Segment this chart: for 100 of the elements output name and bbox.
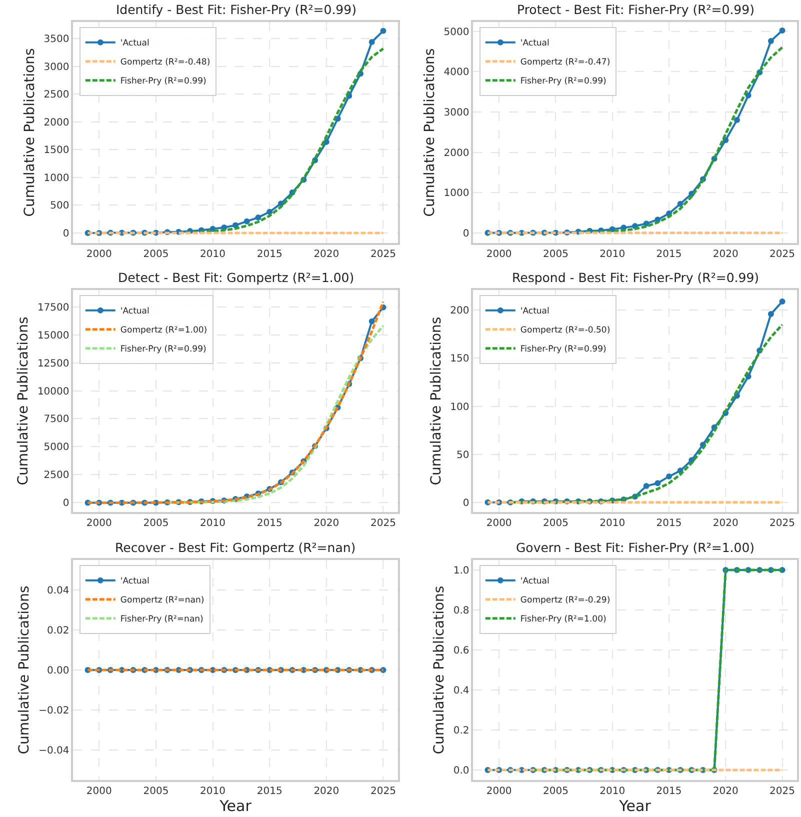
x-tick-label: 2020 [314,248,340,260]
y-tick-label: 150 [450,354,470,365]
y-tick-label: 0 [462,228,470,240]
y-axis-title: Cumulative Publications [431,586,448,754]
x-tick-label: 2025 [770,786,795,797]
x-tick-label: 2025 [770,248,795,260]
point [368,318,375,324]
x-axis-title: Year [218,796,252,815]
point [768,311,774,318]
y-tick-label: 2500 [44,90,70,101]
x-tick-label: 2010 [200,248,226,260]
x-tick-label: 2005 [542,248,568,260]
x-tick-label: 2010 [600,248,626,260]
y-tick-label: 5000 [44,442,70,454]
point [643,483,650,490]
y-tick-label: 0 [62,498,70,510]
x-tick-label: 2010 [200,786,226,797]
x-tick-label: 2000 [486,248,512,260]
x-tick-label: 2015 [256,518,282,529]
legend-label: 'Actual [520,576,550,587]
y-axis-title: Cumulative Publications [22,48,38,217]
chart-title: Identify - Best Fit: Fisher-Pry (R²=0.99) [116,2,356,17]
x-tick-label: 2005 [143,518,169,529]
x-tick-label: 2000 [486,518,512,529]
point [368,38,375,45]
y-tick-label: 0.04 [46,586,70,596]
y-tick-label: −0.04 [38,746,70,756]
y-tick-label: 200 [450,306,470,317]
y-tick-label: 5000 [444,26,470,38]
point [380,28,386,34]
x-tick-label: 2000 [86,786,112,797]
y-tick-label: 7500 [44,414,70,426]
legend-label: Gompertz (R²=-0.50) [520,326,610,336]
x-tick-label: 2005 [542,518,568,529]
point [779,27,786,34]
x-axis-title: Year [618,796,652,815]
legend-label: 'Actual [120,38,150,49]
point [266,208,273,215]
y-tick-label: 2000 [44,117,70,128]
y-tick-label: 10000 [37,386,70,398]
legend-label: Fisher-Pry (R²=0.99) [520,76,606,87]
y-tick-label: 0.8 [453,606,470,616]
y-tick-label: 17500 [37,302,70,314]
legend-label: Gompertz (R²=nan) [120,596,204,606]
point [666,473,672,480]
y-tick-label: 3000 [444,107,470,118]
chart-title: Protect - Best Fit: Fisher-Pry (R²=0.99) [517,2,754,17]
y-tick-label: 50 [456,450,470,461]
y-tick-label: 500 [50,200,70,212]
y-tick-label: 0.6 [453,646,470,656]
point [734,117,740,123]
x-tick-label: 2015 [656,248,682,260]
x-tick-label: 2020 [712,248,738,260]
y-tick-label: 15000 [37,330,70,342]
y-tick-label: 0.00 [46,666,70,676]
y-tick-label: 1000 [444,188,470,200]
x-tick-label: 2005 [143,786,169,797]
y-tick-label: 3000 [44,62,70,73]
point [768,38,774,44]
y-tick-label: 0.0 [453,766,470,776]
y-tick-label: 0 [462,498,470,509]
x-tick-label: 2015 [656,786,682,797]
chart-title: Recover - Best Fit: Gompertz (R²=nan) [115,540,356,555]
line-series [166,324,384,504]
y-tick-label: 0.02 [46,626,70,636]
x-tick-label: 2010 [600,518,626,529]
y-axis-title: Cumulative Publications [16,316,32,486]
x-tick-label: 2010 [600,786,626,797]
chart-title: Govern - Best Fit: Fisher-Pry (R²=1.00) [516,540,755,555]
legend-label: Fisher-Pry (R²=0.99) [520,344,606,355]
legend-label: 'Actual [520,306,550,317]
point [745,92,752,98]
y-tick-label: 1500 [44,145,70,156]
x-tick-label: 2000 [86,248,112,260]
legend-label: 'Actual [120,576,150,587]
y-tick-label: 100 [450,402,470,413]
y-axis-title: Cumulative Publications [16,586,33,754]
x-tick-label: 2015 [256,248,282,260]
legend-label: 'Actual [520,38,550,49]
x-tick-label: 2015 [256,786,282,797]
legend-label: Fisher-Pry (R²=0.99) [120,76,206,87]
y-tick-label: 0.4 [453,686,470,696]
y-tick-label: 12500 [37,358,70,370]
legend-label: Gompertz (R²=-0.48) [120,58,210,68]
y-tick-label: 3500 [44,34,70,46]
chart-title: Detect - Best Fit: Gompertz (R²=1.00) [118,270,354,285]
x-tick-label: 2020 [314,786,340,797]
x-tick-label: 2020 [712,786,738,797]
x-tick-label: 2025 [370,248,396,260]
x-tick-label: 2005 [542,786,568,797]
y-tick-label: 1000 [44,172,70,184]
x-tick-label: 2000 [86,518,112,529]
point [654,480,661,486]
point [244,218,250,224]
legend-label: 'Actual [120,306,150,317]
x-tick-label: 2020 [712,518,738,529]
y-tick-label: 0.2 [453,726,470,736]
x-tick-label: 2025 [370,786,396,797]
y-axis-title: Cumulative Publications [428,316,444,486]
x-tick-label: 2025 [370,518,396,529]
